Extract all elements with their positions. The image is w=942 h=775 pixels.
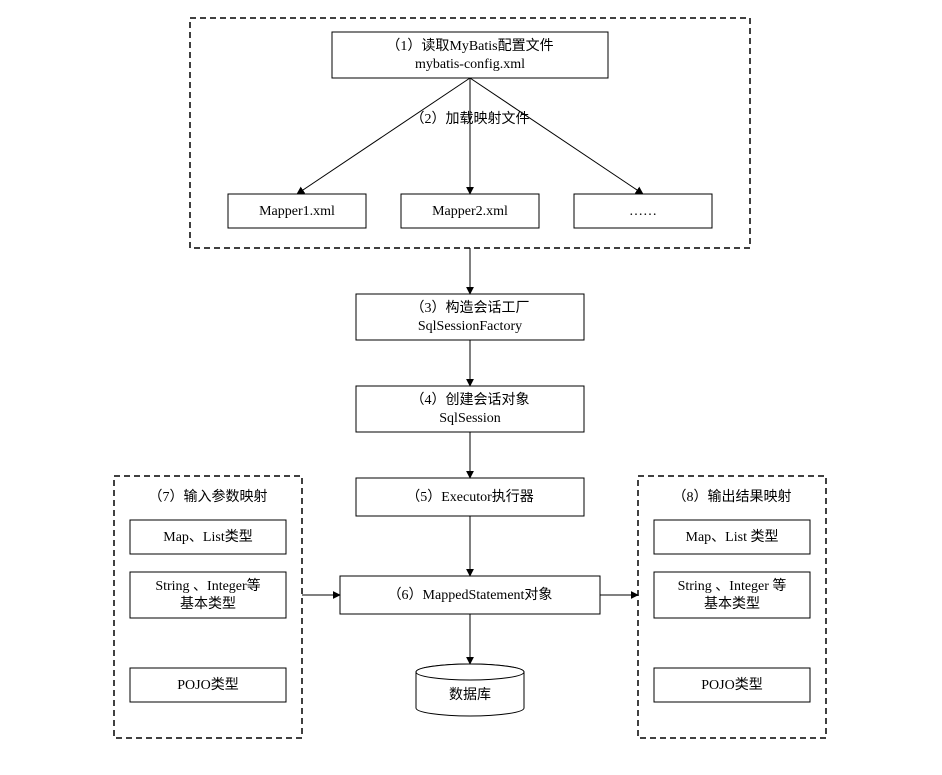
svg-text:Map、List类型: Map、List类型	[163, 529, 252, 545]
edge	[297, 78, 470, 194]
svg-text:数据库: 数据库	[449, 687, 491, 703]
svg-text:String 、Integer 等: String 、Integer 等	[678, 577, 787, 594]
svg-text:Mapper2.xml: Mapper2.xml	[432, 204, 508, 219]
svg-text:（1）读取MyBatis配置文件: （1）读取MyBatis配置文件	[386, 37, 553, 54]
svg-text:POJO类型: POJO类型	[701, 677, 762, 693]
svg-text:SqlSession: SqlSession	[439, 411, 500, 426]
svg-text:……: ……	[629, 204, 657, 219]
svg-text:SqlSessionFactory: SqlSessionFactory	[418, 319, 522, 334]
svg-text:（8）输出结果映射: （8）输出结果映射	[673, 489, 792, 505]
flowchart-canvas: （1）读取MyBatis配置文件 mybatis-config.xml Mapper…	[0, 0, 942, 775]
svg-text:基本类型: 基本类型	[704, 595, 760, 612]
svg-text:（3）构造会话工厂: （3）构造会话工厂	[411, 300, 530, 316]
svg-text:POJO类型: POJO类型	[177, 677, 238, 693]
svg-text:（5）Executor执行器: （5）Executor执行器	[406, 489, 534, 505]
svg-text:Mapper1.xml: Mapper1.xml	[259, 204, 335, 219]
svg-text:Map、List 类型: Map、List 类型	[686, 529, 779, 545]
svg-text:基本类型: 基本类型	[180, 595, 236, 612]
svg-text:（4）创建会话对象: （4）创建会话对象	[411, 392, 530, 408]
svg-text:（7）输入参数映射: （7）输入参数映射	[149, 488, 268, 505]
svg-text:String 、Integer等: String 、Integer等	[155, 577, 260, 594]
edge	[470, 78, 643, 194]
svg-text:（6）MappedStatement对象: （6）MappedStatement对象	[388, 587, 553, 603]
svg-text:mybatis-config.xml: mybatis-config.xml	[415, 57, 525, 72]
